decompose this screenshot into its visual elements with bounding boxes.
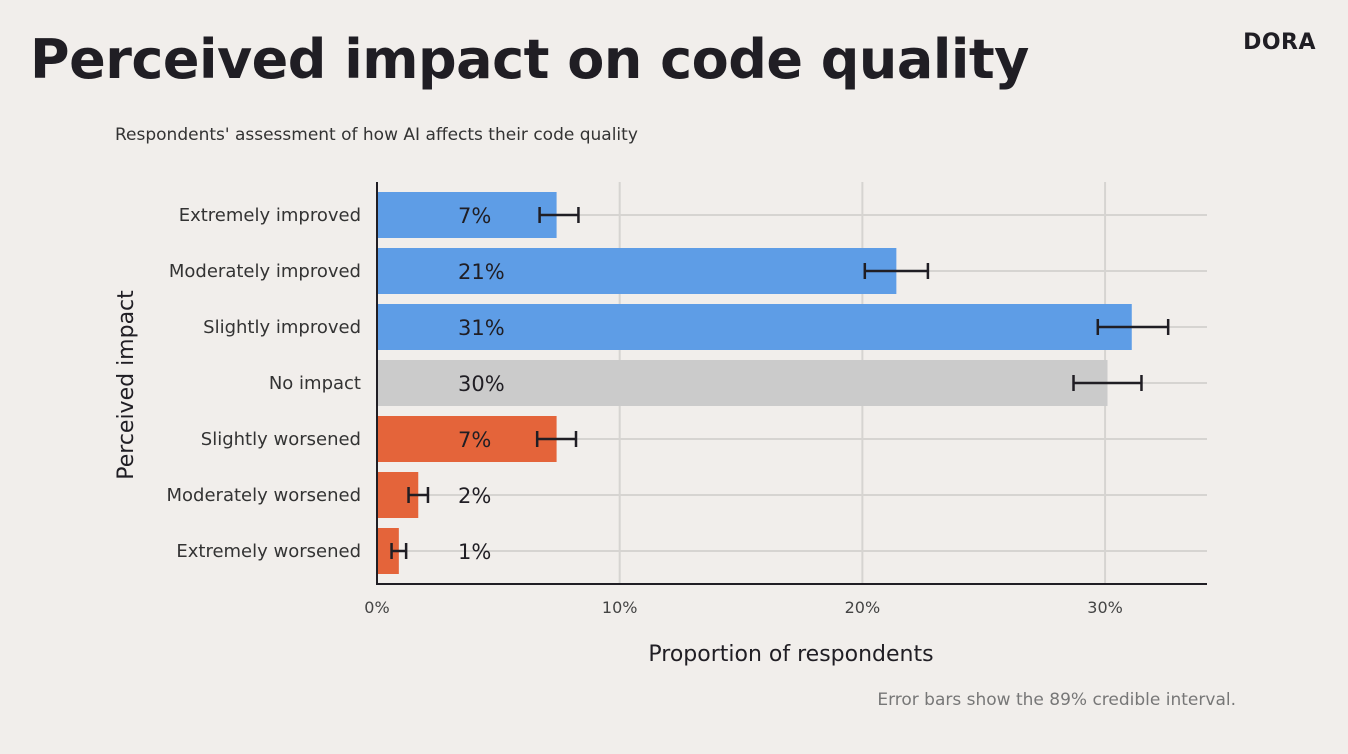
data-label: 1% [458, 540, 491, 564]
bar [377, 528, 399, 574]
y-tick-label: No impact [269, 373, 361, 394]
x-axis-title: Proportion of respondents [648, 642, 933, 667]
x-tick-label: 0% [364, 598, 389, 617]
y-tick-label: Extremely worsened [176, 541, 361, 562]
bar [377, 192, 557, 238]
x-tick-label: 30% [1087, 598, 1123, 617]
bar [377, 416, 557, 462]
y-tick-label: Moderately improved [169, 261, 361, 282]
dora-logo: DORA [1243, 30, 1316, 55]
x-tick-label: 20% [845, 598, 881, 617]
error-bar-note: Error bars show the 89% credible interva… [877, 690, 1236, 710]
data-label: 7% [458, 428, 491, 452]
data-label: 7% [458, 204, 491, 228]
bar [377, 248, 897, 294]
y-tick-label: Slightly improved [203, 317, 361, 338]
y-tick-label: Slightly worsened [201, 429, 361, 450]
data-label: 21% [458, 260, 505, 284]
page-title: Perceived impact on code quality [30, 28, 1029, 91]
data-label: 31% [458, 316, 505, 340]
x-tick-label: 10% [602, 598, 638, 617]
bar [377, 360, 1108, 406]
y-tick-label: Extremely improved [179, 205, 361, 226]
chart-subtitle: Respondents' assessment of how AI affect… [115, 125, 638, 145]
y-axis-title: Perceived impact [114, 290, 139, 480]
bar [377, 304, 1132, 350]
data-label: 30% [458, 372, 505, 396]
data-label: 2% [458, 484, 491, 508]
y-tick-label: Moderately worsened [167, 485, 361, 506]
